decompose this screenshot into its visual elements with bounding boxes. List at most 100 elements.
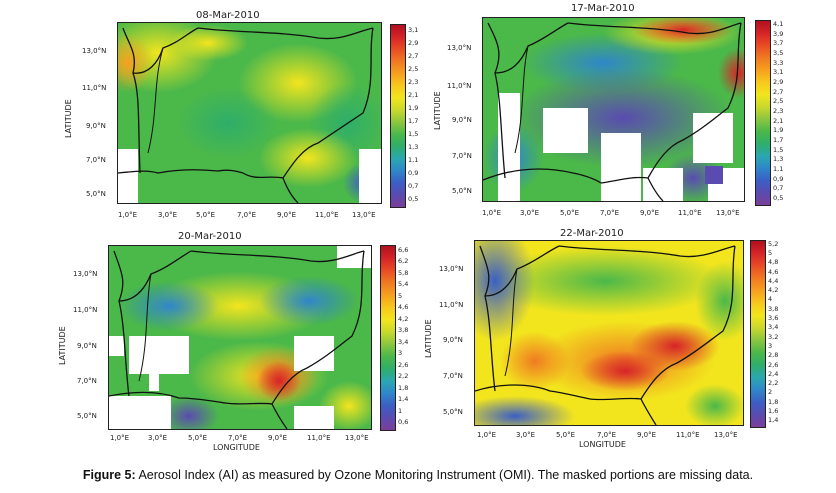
x-tick: 9,0°E (637, 431, 657, 439)
aerosol-map-2 (483, 18, 744, 201)
panel-title: 08-Mar-2010 (196, 10, 260, 21)
colorbar-tick: 3,1 (408, 25, 419, 34)
colorbar-tick: 1,7 (773, 136, 784, 145)
colorbar-tick: 0,5 (773, 194, 784, 203)
x-tick: 3,0°E (520, 209, 540, 217)
x-tick: 7,0°E (597, 431, 617, 439)
caption-text: Aerosol Index (AI) as measured by Ozone … (135, 468, 754, 482)
x-tick: 11,0°E (307, 434, 331, 442)
caption-label: Figure 5: (82, 468, 136, 482)
colorbar-tick: 2,8 (768, 351, 779, 360)
y-tick: 11,0°N (73, 306, 98, 314)
x-tick: 11,0°E (678, 209, 702, 217)
colorbar-tick: 2,6 (398, 360, 409, 369)
colorbar-tick: 3,1 (773, 68, 784, 77)
colorbar-tick: 2,9 (773, 77, 784, 86)
x-tick: 7,0°E (237, 211, 257, 219)
colorbar-tick: 5 (398, 291, 403, 300)
x-axis-label: LONGITUDE (579, 440, 626, 449)
y-axis-label: LATITUDE (433, 91, 442, 130)
panel-title: 20-Mar-2010 (178, 231, 242, 242)
x-tick: 11,0°E (676, 431, 700, 439)
x-tick: 5,0°E (196, 211, 216, 219)
figure-caption: Figure 5: Aerosol Index (AI) as measured… (0, 468, 836, 482)
y-tick: 9,0°N (443, 336, 463, 344)
colorbar-tick: 1,3 (773, 155, 784, 164)
x-tick: 13,0°E (345, 434, 369, 442)
colorbar-tick: 3,9 (773, 29, 784, 38)
colorbar (390, 24, 406, 208)
colorbar-tick: 2,3 (773, 107, 784, 115)
y-tick: 7,0°N (86, 156, 106, 164)
y-tick: 13,0°N (82, 47, 107, 55)
x-tick: 11,0°E (315, 211, 339, 219)
x-axis-label: LONGITUDE (213, 443, 260, 452)
colorbar-tick: 0,9 (408, 168, 419, 177)
colorbar-tick: 2,2 (768, 379, 779, 388)
colorbar-tick: 5 (768, 248, 773, 257)
colorbar-tick: 1,4 (768, 416, 779, 425)
colorbar-tick: 2,5 (773, 97, 784, 106)
x-tick: 13,0°E (716, 209, 740, 217)
x-tick: 9,0°E (268, 434, 288, 442)
colorbar-tick: 4,6 (398, 303, 409, 312)
panel-title: 17-Mar-2010 (571, 3, 635, 14)
colorbar-tick: 4,4 (768, 276, 779, 285)
colorbar-tick: 1 (398, 406, 403, 415)
colorbar (750, 240, 766, 428)
y-tick: 5,0°N (77, 412, 97, 420)
y-axis-label: LATITUDE (424, 319, 433, 358)
colorbar-tick: 2,7 (773, 87, 784, 96)
colorbar-tick: 6,2 (398, 257, 409, 266)
colorbar-tick: 1,1 (773, 165, 784, 174)
colorbar-tick: 3,5 (773, 48, 784, 57)
x-tick: 5,0°E (188, 434, 208, 442)
colorbar-tick: 2,7 (408, 51, 419, 60)
colorbar-tick: 2,1 (408, 90, 419, 99)
x-tick: 1,0°E (118, 211, 138, 219)
colorbar-tick: 2,4 (768, 369, 779, 378)
aerosol-map-1 (118, 23, 381, 203)
x-tick: 5,0°E (560, 209, 580, 217)
colorbar-tick: 1,8 (398, 383, 409, 392)
y-tick: 7,0°N (443, 372, 463, 380)
y-tick: 9,0°N (77, 342, 97, 350)
colorbar-tick: 4,2 (398, 314, 409, 323)
x-tick: 5,0°E (556, 431, 576, 439)
x-tick: 13,0°E (352, 211, 376, 219)
colorbar-tick: 1,8 (768, 397, 779, 406)
colorbar-tick: 1,7 (408, 116, 419, 125)
colorbar-tick: 3,8 (768, 304, 779, 313)
colorbar-tick: 3,3 (773, 58, 784, 67)
y-tick: 11,0°N (447, 82, 472, 90)
colorbar-tick: 1,4 (398, 395, 409, 404)
y-axis-label: LATITUDE (58, 326, 67, 365)
colorbar-tick: 4,8 (768, 258, 779, 267)
y-tick: 13,0°N (73, 270, 98, 278)
colorbar-tick: 1,3 (408, 142, 419, 151)
colorbar-tick: 4,6 (768, 267, 779, 276)
colorbar-tick: 2,6 (768, 360, 779, 369)
x-tick: 7,0°E (228, 434, 248, 442)
colorbar-tick: 2,5 (408, 64, 419, 73)
map-plot (482, 17, 745, 202)
colorbar-tick: 0,7 (408, 181, 419, 190)
colorbar-tick: 5,4 (398, 280, 409, 289)
colorbar (755, 20, 771, 206)
y-tick: 13,0°N (447, 44, 472, 52)
map-plot (474, 240, 744, 426)
panel-title: 22-Mar-2010 (560, 228, 624, 239)
colorbar (380, 245, 396, 431)
colorbar-tick: 0,6 (398, 418, 409, 427)
map-plot (108, 245, 372, 430)
colorbar-tick: 2,2 (398, 372, 409, 381)
y-axis-label: LATITUDE (64, 99, 73, 138)
y-tick: 11,0°N (439, 301, 464, 309)
colorbar-tick: 1,9 (408, 103, 419, 112)
x-tick: 13,0°E (714, 431, 738, 439)
colorbar-tick: 3,6 (768, 314, 779, 323)
colorbar-tick: 2,9 (408, 38, 419, 47)
colorbar-tick: 5,8 (398, 268, 409, 277)
y-tick: 5,0°N (452, 187, 472, 195)
colorbar-tick: 4 (768, 295, 773, 304)
